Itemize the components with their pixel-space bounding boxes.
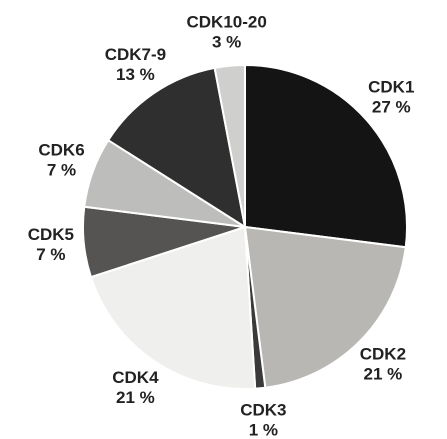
pie-slice	[213, 63, 246, 228]
slice-value-label: 27 %	[372, 98, 411, 117]
slice-label: CDK7-9	[105, 45, 166, 64]
slice-value-label: 7 %	[47, 160, 76, 179]
slice-label: CDK1	[368, 78, 414, 97]
slice-label: CDK6	[38, 140, 84, 159]
slice-value-label: 3 %	[212, 32, 241, 51]
pie-slice	[89, 225, 257, 390]
slice-label: CDK2	[360, 344, 406, 363]
pie-slice	[244, 63, 408, 249]
slice-label: CDK5	[28, 225, 74, 244]
slice-value-label: 13 %	[116, 65, 155, 84]
slice-value-label: 21 %	[116, 388, 155, 407]
slice-value-label: 21 %	[364, 364, 403, 383]
slice-label: CDK10-20	[186, 12, 266, 31]
slice-value-label: 1 %	[249, 421, 278, 439]
slice-label: CDK4	[112, 368, 159, 387]
slice-value-label: 7 %	[36, 245, 65, 264]
pie-slice	[106, 66, 247, 230]
pie-slice	[243, 225, 407, 389]
slice-label: CDK3	[240, 401, 286, 420]
